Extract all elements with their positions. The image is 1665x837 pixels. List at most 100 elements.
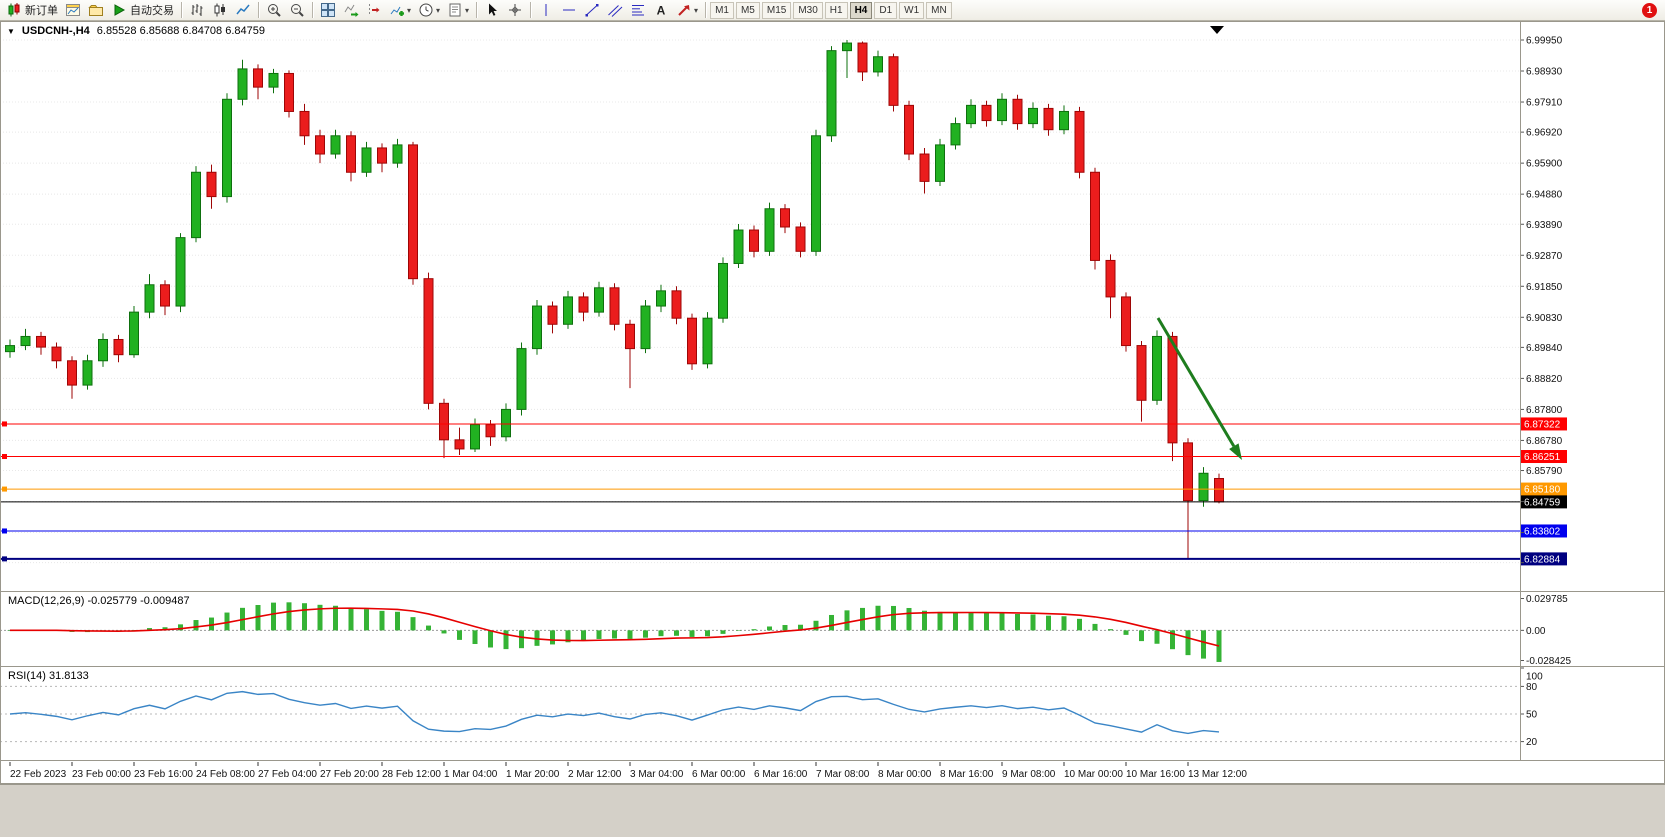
- timeframe-m15-button[interactable]: M15: [761, 1, 792, 19]
- macd-histogram-bar: [348, 607, 354, 631]
- zoom-out-button[interactable]: [286, 0, 308, 20]
- candle-body: [454, 439, 465, 450]
- svg-text:28 Feb 12:00: 28 Feb 12:00: [382, 769, 441, 780]
- candle-body: [547, 305, 558, 325]
- macd-histogram-bar: [1170, 630, 1175, 650]
- new-order-button[interactable]: 新订单: [3, 0, 61, 20]
- templates-icon: [449, 3, 461, 17]
- hline-icon: [563, 9, 576, 11]
- templates-button[interactable]: ▾: [444, 0, 472, 20]
- price-chart[interactable]: 6.87322 6.86251 6.85180 6.83802 6.82884 6.847…: [0, 21, 1665, 784]
- horizontal-line-button[interactable]: [558, 0, 580, 20]
- timeframe-w1-button[interactable]: W1: [899, 1, 925, 19]
- chart-dropdown-icon[interactable]: ▼: [7, 26, 15, 36]
- candle-body: [1090, 171, 1100, 261]
- fibonacci-button[interactable]: [627, 0, 649, 20]
- zoom-in-icon: [268, 4, 281, 17]
- candle-body: [175, 237, 186, 307]
- candle-body: [702, 317, 713, 365]
- candle-body: [1105, 259, 1116, 298]
- timeframe-mn-button[interactable]: MN: [926, 1, 952, 19]
- toolbar-separator: [181, 2, 182, 18]
- svg-text:6 Mar 16:00: 6 Mar 16:00: [754, 769, 808, 780]
- timeframe-d1-button[interactable]: D1: [874, 1, 898, 19]
- candle-body: [485, 424, 496, 438]
- charts-button[interactable]: [62, 0, 84, 20]
- candle-body: [563, 296, 573, 325]
- arrows-button[interactable]: ▾: [673, 0, 701, 20]
- candlestick-chart-button[interactable]: [209, 0, 231, 20]
- macd-histogram-bar: [984, 612, 989, 631]
- timeframe-h1-button[interactable]: H1: [824, 1, 848, 19]
- indicators-button[interactable]: ▾: [386, 0, 414, 20]
- svg-text:6.99950: 6.99950: [1526, 36, 1563, 47]
- svg-text:10 Mar 16:00: 10 Mar 16:00: [1126, 769, 1185, 780]
- annotations-layer[interactable]: [1156, 317, 1242, 460]
- line-chart-button[interactable]: [232, 0, 254, 20]
- svg-text:100: 100: [1526, 672, 1543, 683]
- cursor-button[interactable]: [481, 0, 503, 20]
- tile-windows-button[interactable]: [317, 0, 339, 20]
- text-button[interactable]: A: [650, 0, 672, 20]
- svg-text:80: 80: [1526, 682, 1538, 693]
- current-price-line: 6.84759: [0, 495, 1567, 509]
- candle-body: [516, 348, 527, 410]
- macd-histogram-bar: [271, 602, 276, 631]
- dropdown-caret-icon[interactable]: ▾: [436, 5, 441, 15]
- auto-scroll-button[interactable]: [340, 0, 362, 20]
- svg-text:6.83802: 6.83802: [1524, 526, 1561, 537]
- chart-shift-icon: [369, 4, 380, 16]
- price-axis[interactable]: 6.99950 6.98930 6.97910 6.96920 6.95900 6.948…: [1520, 36, 1571, 749]
- hlines-layer[interactable]: 6.87322 6.86251 6.85180 6.83802 6.82884 6.847…: [0, 417, 1567, 566]
- hline-6.87322[interactable]: 6.87322: [0, 417, 1567, 431]
- panel-separators[interactable]: [0, 21, 1665, 784]
- profiles-button[interactable]: [85, 0, 107, 20]
- trendline-button[interactable]: [581, 0, 603, 20]
- svg-text:3 Mar 04:00: 3 Mar 04:00: [630, 769, 684, 780]
- candle-body: [1012, 98, 1023, 125]
- macd-histogram-bar: [1185, 630, 1191, 656]
- zoom-in-button[interactable]: [263, 0, 285, 20]
- hline-6.82884[interactable]: 6.82884: [0, 552, 1567, 566]
- time-axis[interactable]: 22 Feb 2023 23 Feb 00:00 23 Feb 16:00 24 Fe…: [9, 762, 1247, 780]
- svg-text:10 Mar 00:00: 10 Mar 00:00: [1064, 769, 1123, 780]
- svg-text:8 Mar 00:00: 8 Mar 00:00: [878, 769, 932, 780]
- crosshair-button[interactable]: [504, 0, 526, 20]
- svg-text:6.89840: 6.89840: [1526, 343, 1563, 354]
- vertical-line-button[interactable]: [535, 0, 557, 20]
- indicators-icon: [390, 6, 404, 16]
- candle-body: [594, 287, 604, 313]
- bar-chart-button[interactable]: [186, 0, 208, 20]
- chart-shift-button[interactable]: [363, 0, 385, 20]
- candle-body: [857, 42, 868, 73]
- macd-histogram-bar: [178, 624, 183, 631]
- timeframe-h4-button[interactable]: H4: [849, 1, 873, 19]
- dropdown-caret-icon[interactable]: ▾: [465, 5, 470, 15]
- autotrading-button[interactable]: 自动交易: [108, 0, 177, 20]
- notification-badge[interactable]: 1: [1642, 2, 1657, 18]
- candle-body: [330, 135, 341, 155]
- macd-histogram-bar: [906, 607, 912, 631]
- candle-body: [144, 284, 155, 313]
- dropdown-caret-icon[interactable]: ▾: [407, 5, 412, 15]
- price-line-tag: [1521, 524, 1567, 538]
- periods-button[interactable]: ▾: [415, 0, 443, 20]
- hline-6.85180[interactable]: 6.85180: [0, 482, 1567, 496]
- candle-body: [1028, 107, 1038, 125]
- candle-body: [1198, 472, 1209, 502]
- candle-body: [578, 296, 589, 313]
- svg-text:1 Mar 20:00: 1 Mar 20:00: [506, 769, 560, 780]
- svg-text:6.86780: 6.86780: [1526, 436, 1563, 447]
- hline-6.83802[interactable]: 6.83802: [0, 524, 1567, 538]
- svg-text:9 Mar 08:00: 9 Mar 08:00: [1002, 769, 1056, 780]
- hline-6.86251[interactable]: 6.86251: [0, 450, 1567, 464]
- dropdown-caret-icon[interactable]: ▾: [694, 5, 699, 15]
- timeframe-m30-button[interactable]: M30: [793, 1, 823, 19]
- equidistant-channel-button[interactable]: [604, 0, 626, 20]
- macd-histogram-bar: [1061, 616, 1067, 631]
- toolbar-separator: [476, 2, 478, 18]
- candle-body: [346, 135, 356, 173]
- timeframe-m5-button[interactable]: M5: [735, 1, 760, 19]
- timeframe-m1-button[interactable]: M1: [710, 1, 734, 19]
